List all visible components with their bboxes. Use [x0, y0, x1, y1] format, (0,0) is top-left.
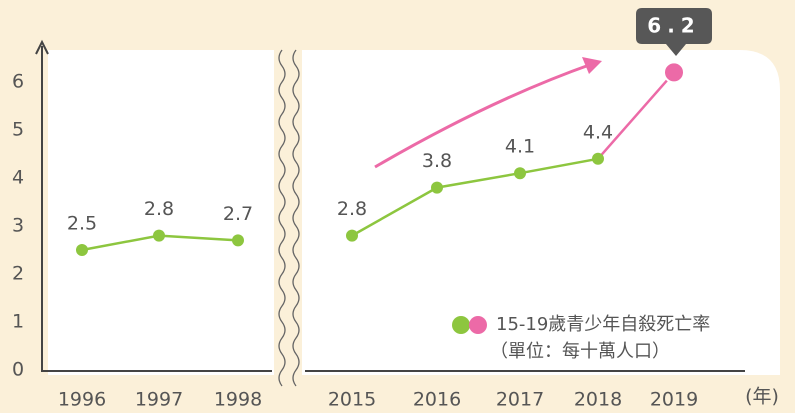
point	[592, 152, 604, 165]
value-label: 3.8	[422, 150, 452, 172]
value-label: 2.5	[67, 213, 97, 235]
x-tick-label: 2016	[413, 389, 461, 411]
value-label: 2.8	[337, 198, 367, 220]
trend-arrow-head	[582, 57, 602, 74]
panel-right	[302, 50, 780, 375]
point	[76, 244, 88, 256]
point	[431, 181, 443, 194]
value-label: 4.1	[505, 136, 535, 158]
x-tick-label: 2019	[650, 389, 698, 411]
x-tick-label: 2015	[328, 389, 376, 411]
x-axis-label: (年)	[745, 386, 779, 408]
x-tick-label: 2017	[496, 389, 544, 411]
point	[346, 229, 358, 242]
highlight-line	[597, 71, 675, 160]
x-tick-label: 2018	[574, 389, 622, 411]
y-tick-label: 2	[12, 263, 24, 285]
legend-label: 15-19歲青少年自殺死亡率	[496, 314, 710, 335]
value-label: 2.7	[223, 203, 253, 225]
legend-swatch	[469, 316, 487, 334]
panel-left	[48, 50, 274, 375]
value-label: 4.4	[583, 121, 613, 143]
point	[663, 61, 685, 84]
x-tick-label: 1998	[214, 389, 262, 411]
y-axis-arrow	[35, 39, 49, 55]
y-tick-label: 3	[12, 215, 24, 237]
y-tick-label: 6	[12, 71, 24, 93]
legend-swatch	[452, 316, 470, 334]
callout	[636, 8, 712, 56]
x-tick-label: 1996	[58, 389, 106, 411]
y-tick-label: 4	[12, 167, 24, 189]
x-tick-label: 1997	[135, 389, 183, 411]
y-tick-label: 1	[12, 311, 24, 333]
value-label: 2.8	[144, 198, 174, 220]
point	[153, 229, 165, 242]
trend-arrow	[374, 62, 593, 169]
y-tick-label: 5	[12, 119, 24, 141]
point	[514, 167, 526, 180]
unit-note: （單位：每十萬人口）	[490, 341, 670, 362]
value-label: 6.2	[647, 14, 700, 38]
axis-break	[292, 49, 300, 387]
point	[232, 234, 244, 247]
axis-break	[278, 49, 286, 387]
y-tick-label: 0	[12, 359, 24, 381]
